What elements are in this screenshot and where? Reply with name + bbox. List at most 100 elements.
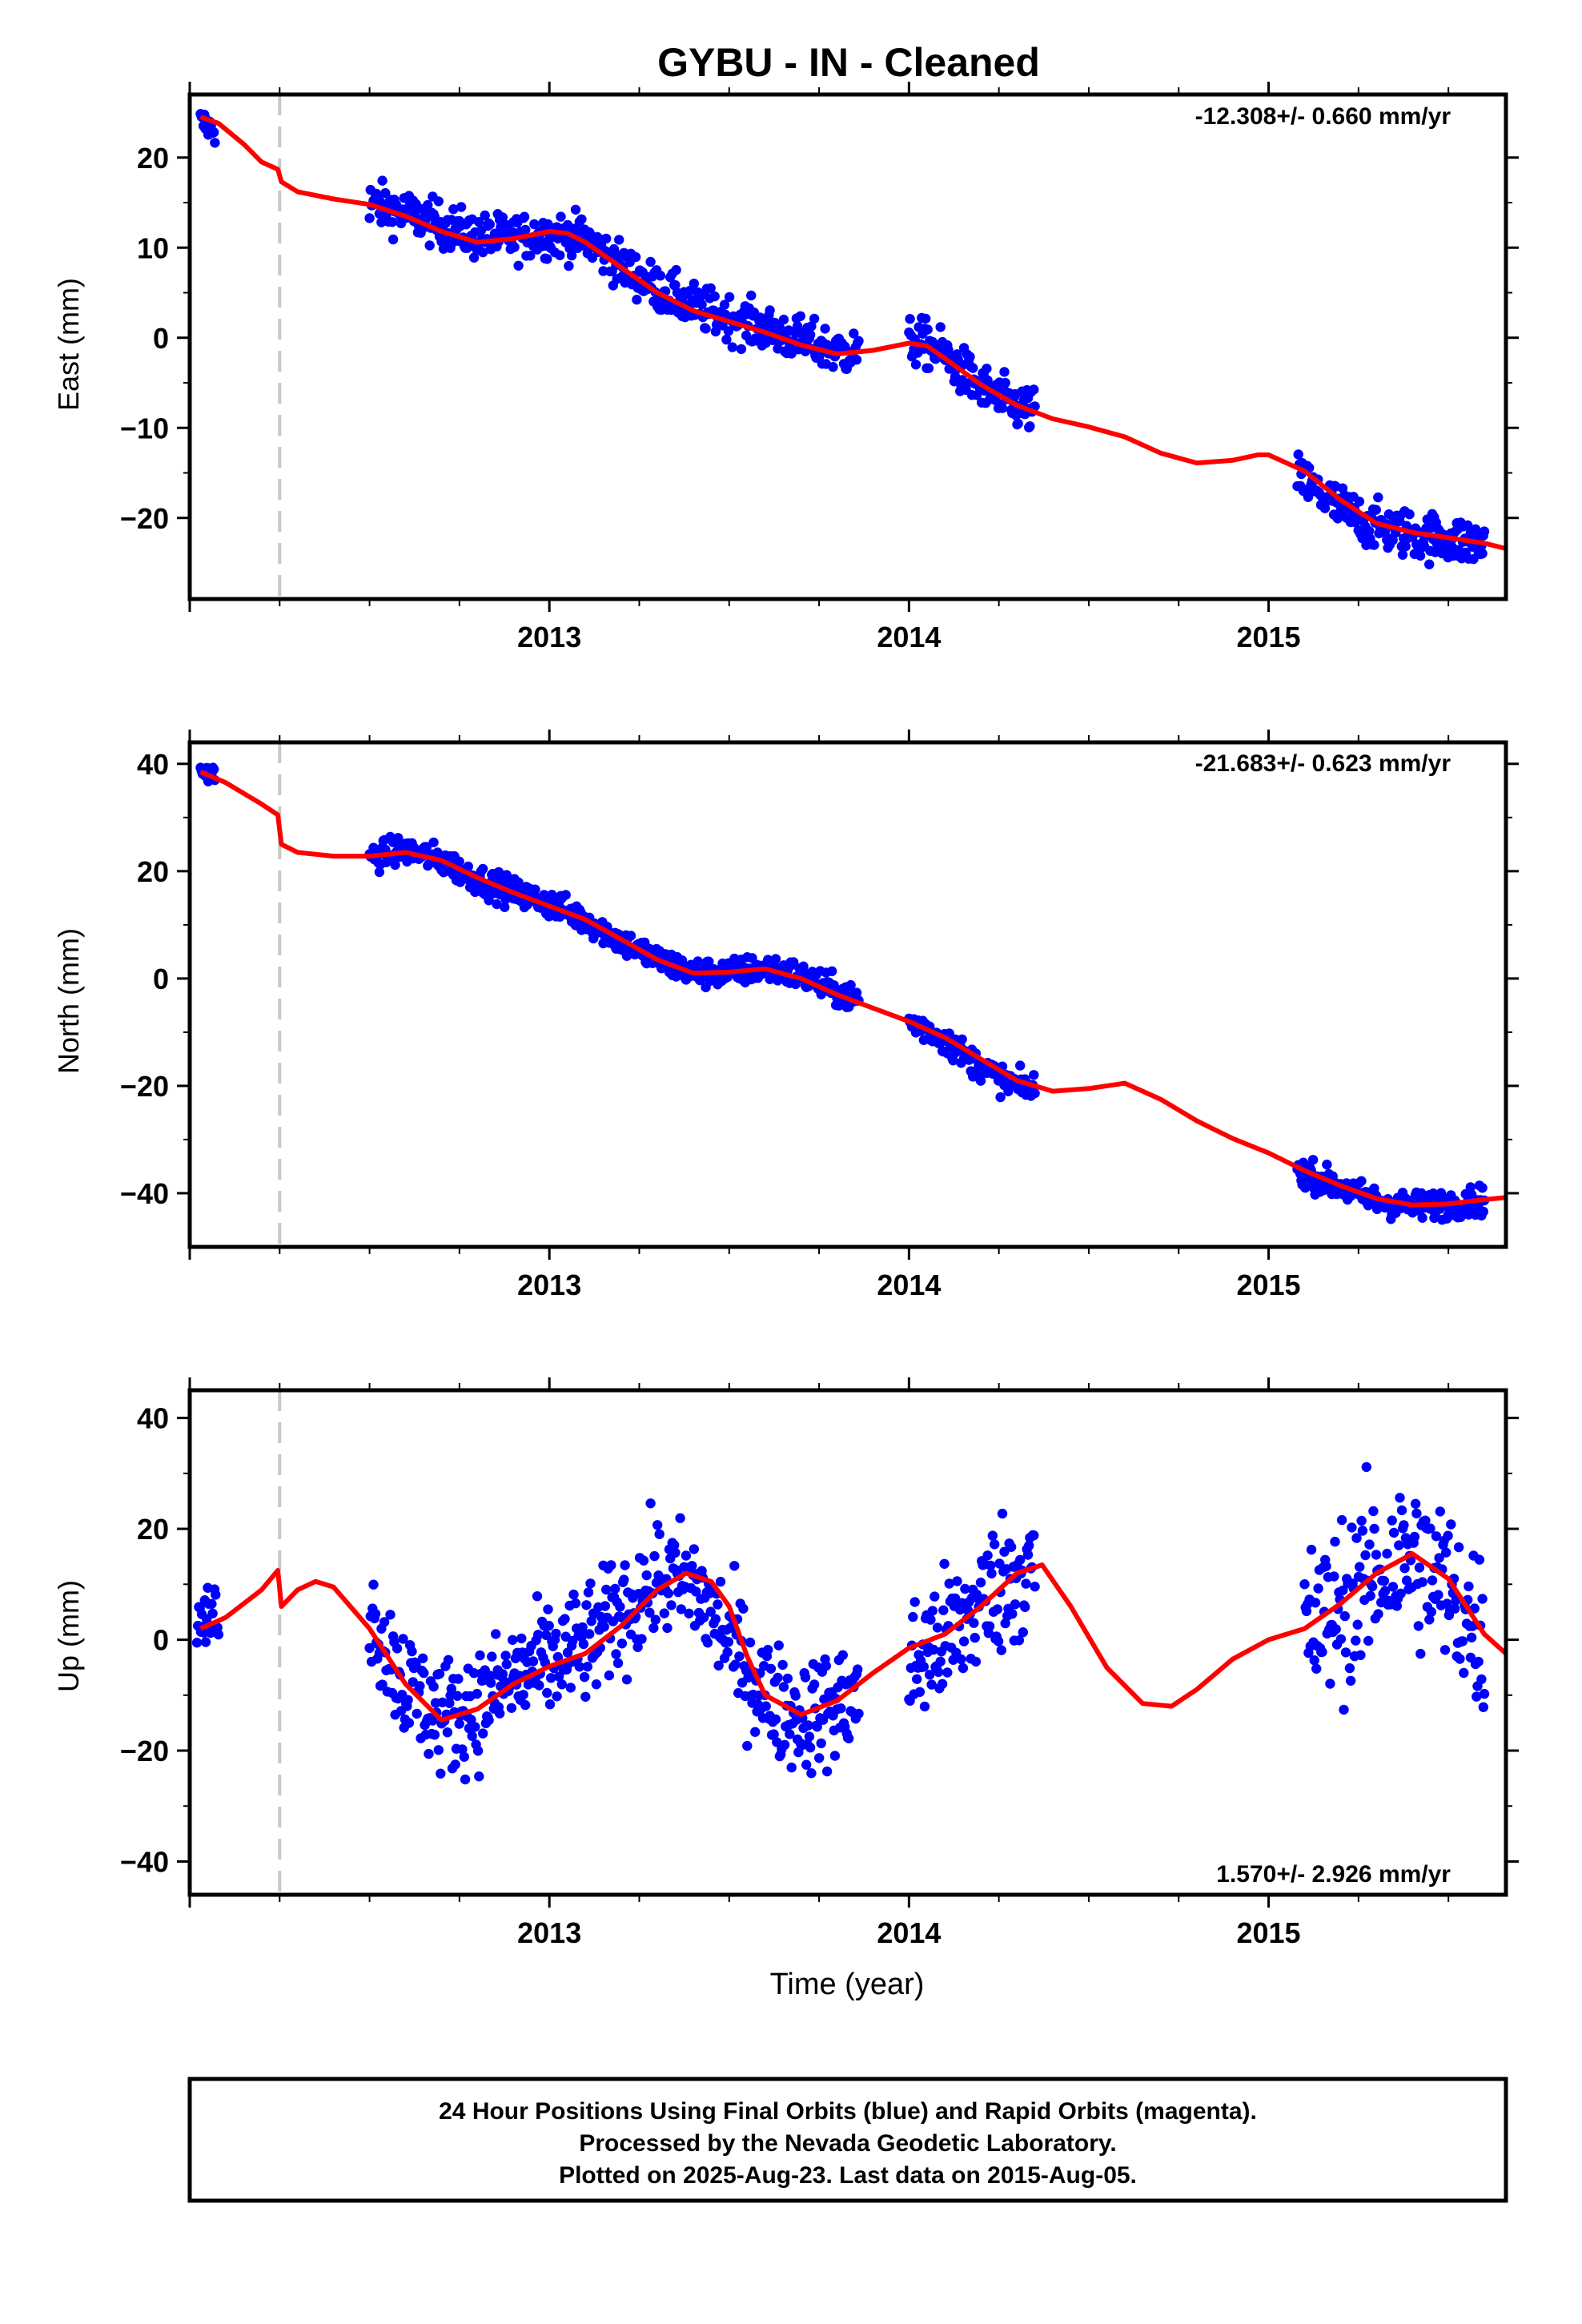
up-data-point [398,1634,408,1644]
east-data-point [520,224,531,235]
up-data-point [786,1762,797,1773]
north-y-axis-label: North (mm) [52,928,85,1074]
up-data-point [565,1683,576,1693]
east-data-point [484,219,495,230]
up-data-point [1325,1679,1335,1689]
up-data-point [1387,1582,1399,1592]
east-model-line [199,115,1507,551]
north-y-tick-label: 20 [137,855,169,888]
up-data-point [1020,1602,1030,1613]
north-y-tick-label: −20 [120,1070,169,1103]
east-data-point [1477,549,1488,559]
up-data-point [710,1614,721,1624]
up-data-point [821,1660,832,1671]
up-data-point [1311,1663,1322,1674]
up-data-point [454,1719,464,1729]
north-data-point [560,890,571,900]
east-data-point [1379,526,1391,537]
up-data-point [1455,1654,1465,1664]
north-data-point [1477,1183,1488,1193]
north-data-point [513,877,524,888]
up-data-point [1472,1691,1482,1702]
north-data-point [530,884,540,895]
east-data-point [851,355,862,365]
up-data-point [1345,1675,1356,1686]
up-y-tick-label: 40 [137,1402,169,1435]
east-rate-label: -12.308+/- 0.660 mm/yr [1195,103,1452,130]
up-data-point [601,1584,612,1595]
up-data-point [1022,1550,1034,1560]
up-data-point [1313,1583,1323,1594]
up-data-point [1000,1618,1010,1629]
up-data-point [211,1590,221,1600]
up-data-point [546,1673,556,1683]
footer-box: 24 Hour Positions Using Final Orbits (bl… [187,2077,1508,2203]
north-data-point [625,931,636,941]
up-data-point [652,1520,663,1530]
up-data-point [620,1560,630,1570]
up-data-point [604,1670,615,1681]
up-data-point [942,1667,953,1678]
up-data-point [722,1647,733,1658]
east-data-point [1293,449,1303,460]
up-data-point [459,1751,469,1762]
up-data-point [1006,1542,1017,1553]
east-data-point [1397,549,1408,560]
up-data-point [705,1606,716,1617]
east-data-point [614,235,624,245]
east-data-point [468,252,480,263]
up-data-point [1443,1530,1453,1541]
up-data-point [497,1669,508,1679]
east-data-point [1479,526,1490,537]
east-data-point [1400,541,1411,552]
up-data-point [987,1530,998,1541]
up-data-point [544,1699,556,1710]
east-data-point [1424,559,1435,569]
up-data-point [773,1672,783,1683]
up-data-point [928,1644,939,1655]
east-data-point [509,242,520,252]
up-data-point [1413,1621,1424,1631]
up-data-point [1014,1635,1025,1646]
up-data-point [958,1636,970,1647]
up-data-point [1459,1667,1469,1679]
up-data-point [836,1703,846,1714]
up-data-point [1388,1527,1399,1538]
up-data-point [806,1768,817,1779]
east-data-point [645,256,656,267]
up-data-point [586,1616,596,1626]
up-data-point [1356,1515,1367,1526]
east-plot-frame [187,92,1508,601]
up-data-point [495,1708,505,1719]
up-data-point [1391,1601,1403,1611]
up-data-point [805,1743,816,1753]
up-data-point [814,1753,825,1763]
up-data-point [584,1629,595,1639]
east-data-point [1373,492,1383,503]
up-data-point [1030,1582,1040,1592]
up-data-point [544,1620,554,1631]
east-data-point [1364,525,1375,537]
up-data-point [970,1656,982,1667]
east-data-point [923,363,934,373]
up-data-point [650,1614,661,1625]
up-data-point [715,1576,726,1587]
up-data-point [1007,1609,1018,1619]
north-x-tick-label: 2013 [517,1269,581,1301]
up-data-point [1435,1506,1446,1517]
up-data-point [770,1714,781,1725]
up-data-point [738,1603,749,1614]
east-data-point [671,264,681,275]
up-data-point [364,1642,375,1654]
up-data-point [1352,1619,1363,1630]
up-model-curve [199,1551,1508,1723]
up-data-point [1420,1515,1431,1526]
east-data-point [905,314,915,324]
up-x-tick-label: 2014 [877,1916,941,1949]
north-data-point [845,979,856,991]
footer-line-3: Plotted on 2025-Aug-23. Last data on 201… [559,2162,1137,2189]
up-data-point [918,1662,930,1672]
east-data-point [513,260,524,271]
up-data-point [543,1604,553,1614]
